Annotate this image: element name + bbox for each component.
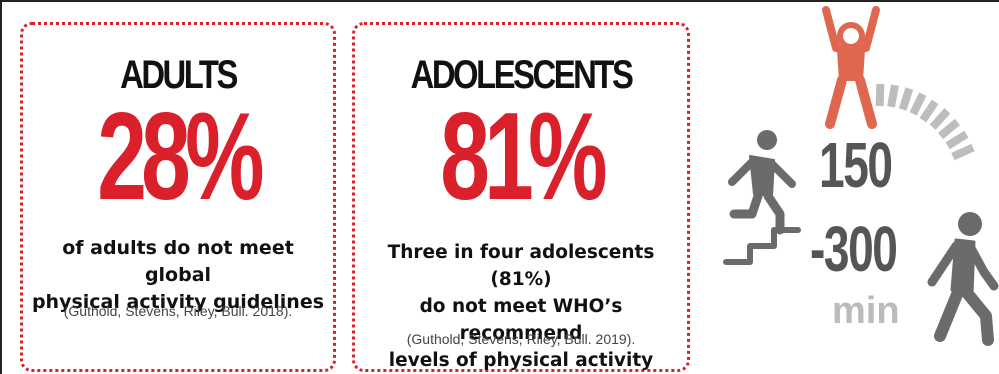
adults-description: of adults do not meet global physical ac… xyxy=(29,235,327,316)
walking-person-icon xyxy=(927,212,999,346)
minutes-range-high: -300 xyxy=(810,213,898,285)
adolescents-description: Three in four adolescents (81%) do not m… xyxy=(361,239,681,374)
activity-illustration xyxy=(723,6,999,346)
adults-citation: (Guthold, Stevens, Riley, Bull. 2018). xyxy=(63,303,293,319)
adolescents-citation: (Guthold, Stevens, Riley, Bull. 2019). xyxy=(406,331,636,347)
adolescents-title: ADOLESCENTS xyxy=(410,53,634,97)
stairs-climber-icon xyxy=(723,130,801,265)
frame-top-border xyxy=(0,0,999,2)
adults-description-line1: of adults do not meet global xyxy=(62,237,294,286)
adults-card: ADULTS 28% of adults do not meet global … xyxy=(20,22,336,372)
dashed-arc-icon xyxy=(875,83,975,161)
adolescents-card: ADOLESCENTS 81% Three in four adolescent… xyxy=(352,22,690,372)
adolescents-description-line2: do not meet WHO’s recommend xyxy=(419,296,623,344)
jumping-person-icon xyxy=(822,6,880,129)
adolescents-percent: 81% xyxy=(440,88,607,226)
adolescents-description-line3: levels of physical activity xyxy=(388,350,654,371)
adults-description-line2: physical activity guidelines xyxy=(31,291,325,313)
frame-left-border xyxy=(0,0,2,374)
adults-title: ADULTS xyxy=(120,53,238,97)
minutes-range-low: 150 xyxy=(819,129,893,201)
adults-percent: 28% xyxy=(97,88,264,226)
minutes-unit-label: min xyxy=(832,290,900,332)
adolescents-description-line1: Three in four adolescents (81%) xyxy=(387,242,655,290)
activity-range-panel: 150 -300 min xyxy=(700,0,999,374)
